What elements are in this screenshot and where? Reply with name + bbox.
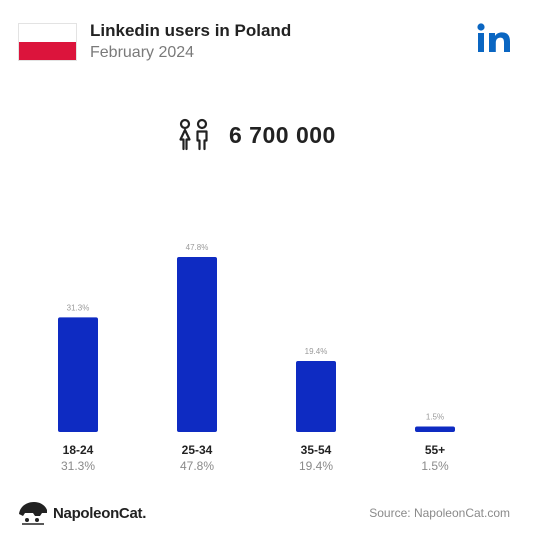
bar-value-label: 1.5% [426, 413, 444, 422]
napoleoncat-logo: NapoleonCat. [18, 500, 146, 526]
chart-subtitle: February 2024 [90, 44, 195, 61]
poland-flag-icon [18, 23, 77, 61]
bar-55+ [415, 426, 455, 432]
flag-red-stripe [19, 42, 76, 60]
linkedin-icon [477, 23, 510, 52]
category-label: 25-34 [182, 443, 213, 457]
category-label: 35-54 [301, 443, 332, 457]
chart-title: Linkedin users in Poland [90, 21, 292, 40]
category-percent-label: 47.8% [180, 459, 214, 473]
total-users: 6 700 000 [176, 118, 336, 152]
category-percent-label: 19.4% [299, 459, 333, 473]
cat-logo-icon [19, 502, 47, 525]
category-label: 18-24 [63, 443, 94, 457]
total-users-value: 6 700 000 [229, 121, 336, 148]
bar-value-label: 19.4% [305, 347, 328, 356]
age-distribution-chart: 31.3% 18-24 31.3% 47.8% 25-34 47.8% 19.4% 35-54… [58, 243, 455, 473]
bar-18-24 [58, 317, 98, 432]
bar-35-54 [296, 360, 336, 432]
flag-white-stripe [19, 24, 76, 42]
category-percent-label: 1.5% [421, 459, 449, 473]
source-credit: Source: NapoleonCat.com [369, 506, 510, 520]
brand-name: NapoleonCat. [53, 504, 147, 522]
bar-25-34 [177, 257, 217, 432]
people-icon [179, 118, 208, 151]
bar-value-label: 31.3% [67, 303, 90, 312]
category-percent-label: 31.3% [61, 459, 95, 473]
category-label: 55+ [425, 443, 445, 457]
bar-value-label: 47.8% [186, 243, 209, 252]
